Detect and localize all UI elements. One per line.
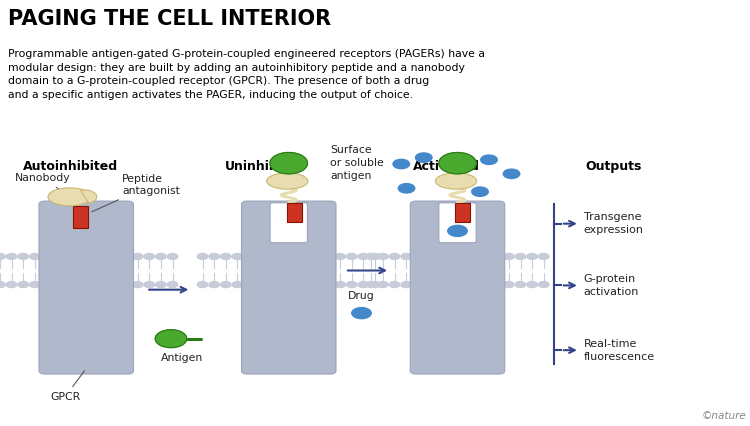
Circle shape <box>400 253 411 259</box>
Ellipse shape <box>48 188 92 206</box>
FancyBboxPatch shape <box>39 201 134 374</box>
Circle shape <box>30 253 40 259</box>
Circle shape <box>389 282 400 288</box>
Circle shape <box>366 282 376 288</box>
Circle shape <box>416 153 432 162</box>
Circle shape <box>121 253 131 259</box>
Circle shape <box>144 253 154 259</box>
Text: Real-time
fluorescence: Real-time fluorescence <box>584 339 655 362</box>
Text: Nanobody: Nanobody <box>15 173 70 191</box>
Circle shape <box>232 282 243 288</box>
Circle shape <box>370 253 380 259</box>
Ellipse shape <box>267 173 308 189</box>
Circle shape <box>144 282 154 288</box>
Wedge shape <box>81 190 97 203</box>
Circle shape <box>346 253 357 259</box>
Bar <box>73 206 88 228</box>
Circle shape <box>41 282 52 288</box>
Circle shape <box>167 253 178 259</box>
Circle shape <box>504 253 515 259</box>
Circle shape <box>6 253 16 259</box>
Circle shape <box>244 282 254 288</box>
Circle shape <box>6 282 16 288</box>
Text: GPCR: GPCR <box>50 371 85 402</box>
Circle shape <box>132 282 142 288</box>
Circle shape <box>121 282 131 288</box>
Circle shape <box>156 282 166 288</box>
Text: Peptide
antagonist: Peptide antagonist <box>92 174 180 212</box>
Circle shape <box>323 253 334 259</box>
Circle shape <box>504 282 515 288</box>
Text: Transgene
expression: Transgene expression <box>584 212 644 235</box>
Circle shape <box>0 253 5 259</box>
Text: Surface
or soluble
antigen: Surface or soluble antigen <box>330 145 384 181</box>
Circle shape <box>492 282 502 288</box>
Text: Activated: Activated <box>413 159 479 173</box>
Circle shape <box>413 253 423 259</box>
Circle shape <box>515 253 526 259</box>
Circle shape <box>389 253 400 259</box>
Circle shape <box>377 282 388 288</box>
Circle shape <box>197 253 208 259</box>
Text: PAGING THE CELL INTERIOR: PAGING THE CELL INTERIOR <box>8 9 331 29</box>
Circle shape <box>209 253 220 259</box>
FancyBboxPatch shape <box>439 203 476 243</box>
Circle shape <box>366 253 376 259</box>
FancyBboxPatch shape <box>242 201 336 374</box>
Circle shape <box>538 282 549 288</box>
Circle shape <box>472 187 488 196</box>
Circle shape <box>398 184 415 193</box>
Circle shape <box>220 282 231 288</box>
Circle shape <box>41 253 52 259</box>
Bar <box>455 203 470 222</box>
Circle shape <box>400 282 411 288</box>
Circle shape <box>244 253 254 259</box>
Circle shape <box>156 253 166 259</box>
Circle shape <box>492 253 502 259</box>
Text: Uninhibited: Uninhibited <box>225 159 306 173</box>
Circle shape <box>0 282 5 288</box>
Circle shape <box>358 253 369 259</box>
Text: Programmable antigen-gated G-protein-coupled engineered receptors (PAGERs) have : Programmable antigen-gated G-protein-cou… <box>8 49 484 100</box>
Ellipse shape <box>435 173 477 189</box>
Circle shape <box>352 308 371 319</box>
Circle shape <box>270 153 308 174</box>
Circle shape <box>167 282 178 288</box>
Circle shape <box>503 169 520 178</box>
Circle shape <box>18 253 28 259</box>
Circle shape <box>197 282 208 288</box>
Bar <box>286 203 302 222</box>
Circle shape <box>393 159 410 169</box>
Circle shape <box>132 253 142 259</box>
Text: ©nature: ©nature <box>701 411 746 421</box>
Circle shape <box>370 282 380 288</box>
Circle shape <box>209 282 220 288</box>
Circle shape <box>232 253 243 259</box>
Circle shape <box>220 253 231 259</box>
Circle shape <box>526 282 537 288</box>
Circle shape <box>439 153 476 174</box>
Text: Autoinhibited: Autoinhibited <box>22 159 118 173</box>
Circle shape <box>538 253 549 259</box>
Circle shape <box>18 282 28 288</box>
Circle shape <box>30 282 40 288</box>
Text: Outputs: Outputs <box>585 159 641 173</box>
Circle shape <box>346 282 357 288</box>
Circle shape <box>377 253 388 259</box>
Circle shape <box>334 253 345 259</box>
FancyBboxPatch shape <box>270 203 308 243</box>
Circle shape <box>323 282 334 288</box>
Text: Antigen: Antigen <box>161 353 203 363</box>
Circle shape <box>334 282 345 288</box>
Circle shape <box>526 253 537 259</box>
FancyBboxPatch shape <box>410 201 505 374</box>
Text: G-protein
activation: G-protein activation <box>584 274 639 297</box>
Text: Drug: Drug <box>348 291 375 301</box>
Circle shape <box>413 282 423 288</box>
Circle shape <box>448 225 467 236</box>
Circle shape <box>481 155 497 164</box>
Circle shape <box>515 282 526 288</box>
Circle shape <box>358 282 369 288</box>
Circle shape <box>155 330 187 348</box>
